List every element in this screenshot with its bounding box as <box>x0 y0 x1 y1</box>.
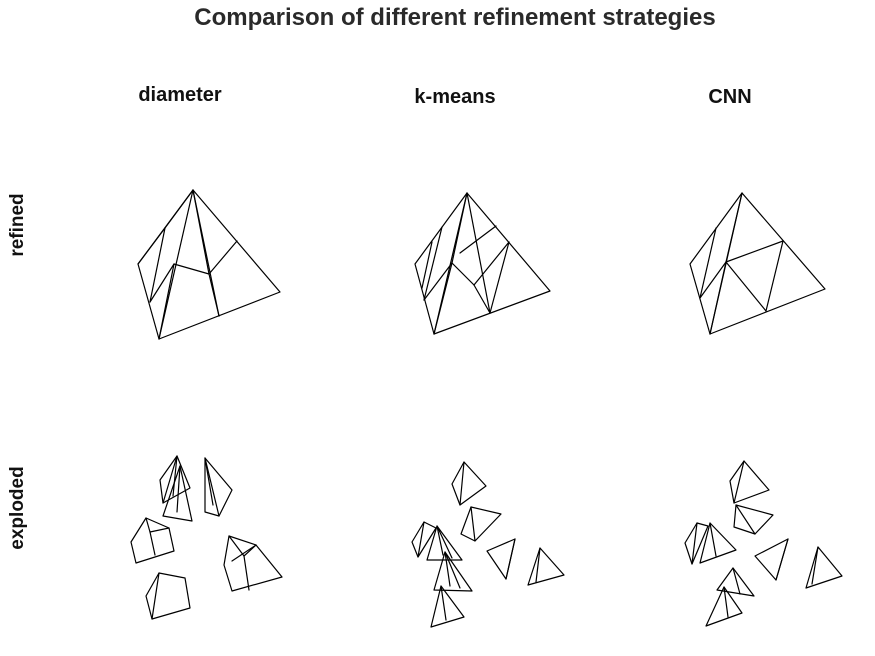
refined-tetrahedron-diameter <box>137 189 281 340</box>
refined-tetrahedron-cnn <box>689 192 826 335</box>
exploded-pieces-diameter <box>130 455 283 620</box>
exploded-pieces-kmeans <box>411 461 565 628</box>
column-label-kmeans: k-means <box>414 86 496 108</box>
column-label-diameter: diameter <box>138 84 222 106</box>
column-label-cnn: CNN <box>708 86 752 108</box>
figure-title: Comparison of different refinement strat… <box>194 4 716 31</box>
refined-tetrahedron-kmeans <box>414 192 551 335</box>
exploded-pieces-cnn <box>684 460 843 627</box>
